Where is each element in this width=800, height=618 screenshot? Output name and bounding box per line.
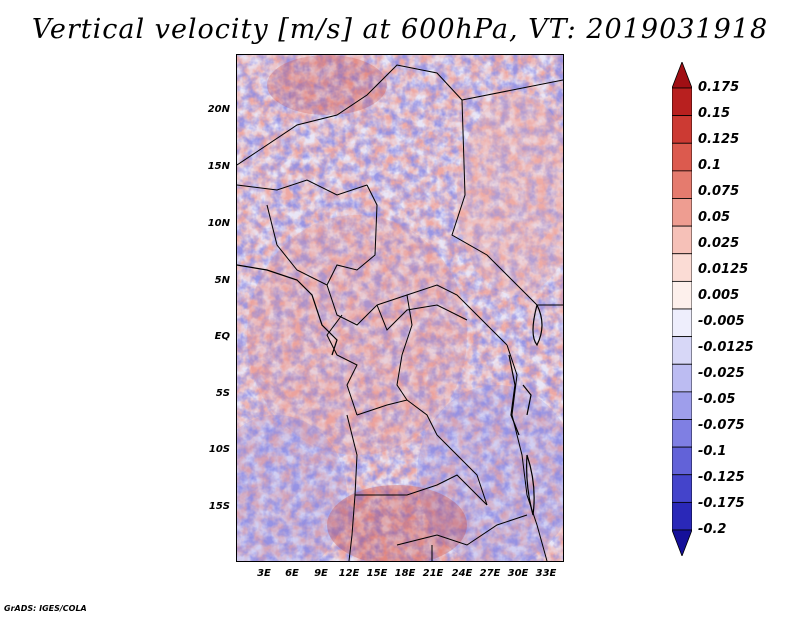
lat-label-5s: 5S (215, 388, 230, 399)
colorbar-band-17 (672, 529, 692, 556)
lat-label-20n: 20N (207, 104, 230, 115)
colorbar-label-16: -0.175 (698, 496, 745, 511)
colorbar-band-13 (672, 419, 692, 448)
lat-label-15s: 15S (208, 501, 230, 512)
colorbar-band-16 (672, 501, 692, 531)
lon-label-33e: 33E (535, 568, 557, 579)
colorbar-label-7: 0.0125 (698, 262, 749, 277)
footer-credit: GrADS: IGES/COLA (4, 604, 87, 613)
lon-label-27e: 27E (479, 568, 501, 579)
colorbar-label-6: 0.025 (698, 236, 740, 251)
colorbar-band-3 (672, 142, 692, 172)
colorbar-label-4: 0.075 (698, 184, 740, 199)
lat-label-15n: 15N (207, 161, 230, 172)
lon-label-9e: 9E (314, 568, 328, 579)
lon-label-6e: 6E (285, 568, 299, 579)
lon-label-21e: 21E (422, 568, 444, 579)
colorbar-band-5 (672, 198, 692, 227)
lat-label-5n: 5N (214, 275, 230, 286)
lat-label-10n: 10N (207, 218, 230, 229)
colorbar-label-13: -0.075 (698, 418, 745, 433)
lon-label-12e: 12E (338, 568, 360, 579)
colorbar-band-1 (672, 87, 692, 117)
colorbar-band-15 (672, 474, 692, 503)
colorbar-band-12 (672, 391, 692, 420)
colorbar-label-15: -0.125 (698, 470, 745, 485)
velocity-field (237, 55, 563, 561)
colorbar-band-9 (672, 308, 692, 338)
colorbar-label-3: 0.1 (698, 158, 722, 173)
colorbar-band-11 (672, 363, 692, 393)
colorbar-label-11: -0.025 (698, 366, 745, 381)
colorbar-band-6 (672, 225, 692, 255)
chart-title: Vertical velocity [m/s] at 600hPa, VT: 2… (31, 14, 769, 45)
lon-label-24e: 24E (451, 568, 473, 579)
colorbar-band-4 (672, 170, 692, 199)
colorbar-band-10 (672, 336, 692, 365)
colorbar-band-8 (672, 280, 692, 310)
colorbar-label-10: -0.0125 (698, 340, 754, 355)
map-panel (236, 54, 564, 562)
colorbar-label-12: -0.05 (698, 392, 736, 407)
colorbar-band-7 (672, 253, 692, 282)
colorbar-label-17: -0.2 (698, 522, 727, 537)
lon-label-18e: 18E (394, 568, 416, 579)
colorbar-band-14 (672, 446, 692, 476)
lat-label-eq: EQ (214, 331, 230, 342)
lon-label-15e: 15E (366, 568, 388, 579)
colorbar-label-0: 0.175 (698, 80, 740, 95)
colorbar-label-2: 0.125 (698, 132, 740, 147)
colorbar-label-5: 0.05 (698, 210, 731, 225)
lon-label-3e: 3E (257, 568, 271, 579)
colorbar-band-0 (672, 62, 692, 89)
lat-label-10s: 10S (208, 444, 230, 455)
colorbar-label-1: 0.15 (698, 106, 731, 121)
color-bar (672, 62, 692, 556)
colorbar-label-9: -0.005 (698, 314, 745, 329)
colorbar-label-8: 0.005 (698, 288, 740, 303)
lon-label-30e: 30E (507, 568, 529, 579)
colorbar-band-2 (672, 115, 692, 144)
colorbar-label-14: -0.1 (698, 444, 727, 459)
